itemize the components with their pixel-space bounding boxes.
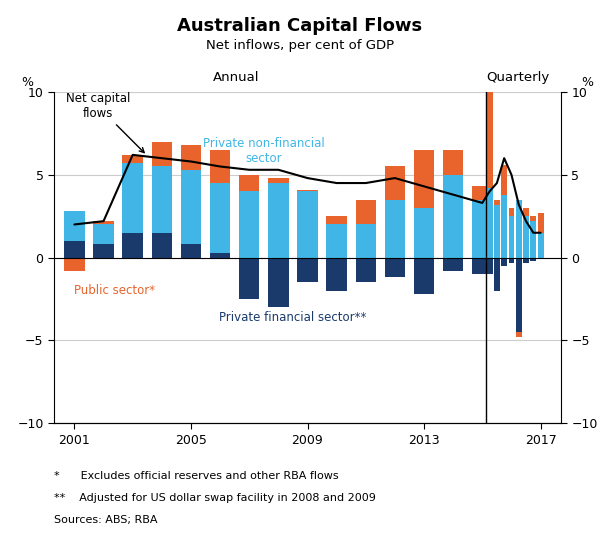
Text: **    Adjusted for US dollar swap facility in 2008 and 2009: ** Adjusted for US dollar swap facility … (54, 493, 376, 503)
Bar (268, 257, 289, 307)
Bar (326, 216, 347, 224)
Bar (494, 199, 500, 204)
Bar (487, 63, 493, 188)
Bar (94, 245, 114, 257)
Text: Public sector*: Public sector* (74, 284, 155, 297)
Bar (530, 257, 536, 261)
Bar (516, 257, 521, 332)
Bar (494, 204, 500, 257)
Text: %: % (581, 76, 593, 89)
Bar (64, 211, 85, 241)
Bar (210, 253, 230, 257)
Text: Annual: Annual (213, 71, 260, 84)
Bar (509, 257, 514, 262)
Bar (523, 257, 529, 262)
Bar (385, 199, 405, 257)
Bar (239, 257, 259, 299)
Bar (472, 199, 493, 257)
Bar (356, 257, 376, 282)
Bar (122, 163, 143, 233)
Text: Quarterly: Quarterly (486, 71, 550, 84)
Bar (414, 150, 434, 208)
Bar (538, 233, 544, 257)
Bar (523, 216, 529, 257)
Bar (122, 233, 143, 257)
Bar (298, 190, 317, 191)
Bar (181, 145, 201, 170)
Bar (494, 257, 500, 291)
Bar (472, 187, 493, 199)
Text: Net inflows, per cent of GDP: Net inflows, per cent of GDP (206, 39, 394, 52)
Bar (326, 257, 347, 291)
Bar (501, 194, 507, 257)
Bar (64, 241, 85, 257)
Bar (298, 191, 317, 257)
Bar (356, 224, 376, 257)
Bar (385, 167, 405, 199)
Bar (487, 188, 493, 257)
Bar (523, 208, 529, 216)
Text: Private non-financial
sector: Private non-financial sector (203, 136, 325, 164)
Text: Private financial sector**: Private financial sector** (219, 311, 367, 324)
Bar (472, 257, 493, 274)
Text: *      Excludes official reserves and other RBA flows: * Excludes official reserves and other R… (54, 471, 338, 481)
Bar (94, 224, 114, 245)
Bar (268, 183, 289, 257)
Bar (64, 257, 85, 271)
Bar (268, 178, 289, 183)
Bar (530, 221, 536, 257)
Bar (487, 257, 493, 274)
Bar (239, 175, 259, 191)
Bar (509, 216, 514, 257)
Bar (152, 141, 172, 167)
Text: Net capital
flows: Net capital flows (65, 92, 144, 153)
Bar (516, 199, 521, 257)
Bar (94, 221, 114, 224)
Bar (122, 155, 143, 163)
Bar (326, 224, 347, 257)
Bar (516, 332, 521, 337)
Bar (538, 213, 544, 233)
Bar (414, 257, 434, 294)
Text: Sources: ABS; RBA: Sources: ABS; RBA (54, 515, 157, 525)
Text: Australian Capital Flows: Australian Capital Flows (178, 17, 422, 35)
Bar (530, 216, 536, 221)
Bar (443, 175, 463, 257)
Bar (152, 167, 172, 233)
Bar (414, 208, 434, 257)
Bar (298, 257, 317, 282)
Bar (509, 208, 514, 216)
Text: %: % (21, 76, 33, 89)
Bar (210, 150, 230, 183)
Bar (356, 199, 376, 224)
Bar (239, 191, 259, 257)
Bar (210, 183, 230, 253)
Bar (443, 150, 463, 175)
Bar (385, 257, 405, 277)
Bar (152, 233, 172, 257)
Bar (181, 245, 201, 257)
Bar (181, 170, 201, 245)
Bar (443, 257, 463, 271)
Bar (501, 257, 507, 266)
Bar (501, 165, 507, 194)
